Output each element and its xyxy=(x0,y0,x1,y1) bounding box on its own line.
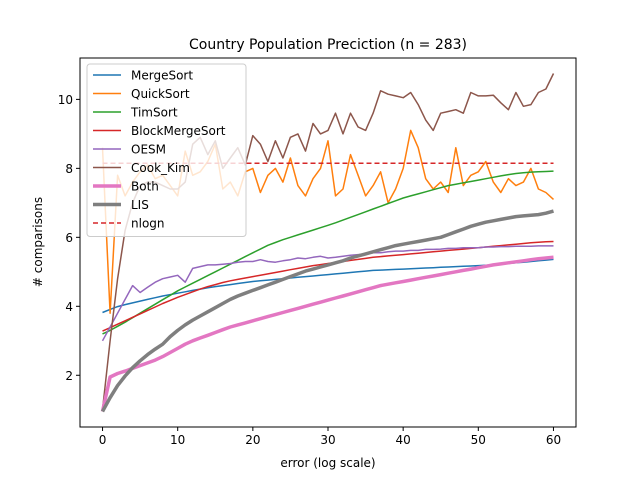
y-tick-label: 2 xyxy=(65,369,73,383)
legend-label: BlockMergeSort xyxy=(131,124,226,138)
legend-label: nlogn xyxy=(131,217,165,231)
legend-label: Both xyxy=(131,180,159,194)
y-axis-label: # comparisons xyxy=(31,197,45,287)
legend-label: TimSort xyxy=(130,106,178,120)
chart-title: Country Population Preciction (n = 283) xyxy=(189,37,467,53)
x-tick-label: 30 xyxy=(320,433,335,447)
legend-label: Cook_Kim xyxy=(131,161,190,175)
legend-label: QuickSort xyxy=(131,87,190,101)
legend-label: LIS xyxy=(131,198,149,212)
x-tick-label: 40 xyxy=(396,433,411,447)
x-tick-label: 10 xyxy=(170,433,185,447)
y-tick-label: 10 xyxy=(58,93,73,107)
x-tick-label: 20 xyxy=(245,433,260,447)
legend: MergeSort QuickSort TimSort BlockMergeSort O… xyxy=(87,64,246,237)
x-axis-label: error (log scale) xyxy=(280,456,375,470)
x-tick-label: 60 xyxy=(546,433,561,447)
y-tick-label: 4 xyxy=(65,300,73,314)
legend-label: OESM xyxy=(131,143,166,157)
legend-label: MergeSort xyxy=(131,69,193,83)
y-tick-label: 6 xyxy=(65,231,73,245)
y-tick-label: 8 xyxy=(65,162,73,176)
x-tick-label: 50 xyxy=(471,433,486,447)
x-tick-label: 0 xyxy=(99,433,107,447)
